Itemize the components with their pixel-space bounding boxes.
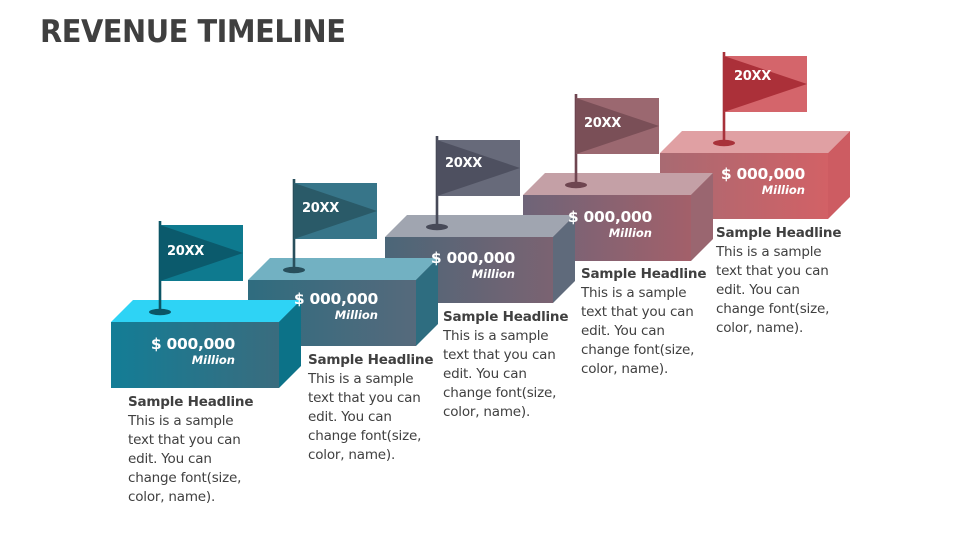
amount-unit: Million — [471, 267, 515, 281]
flag-pennant — [724, 56, 807, 112]
step-amount-2: $ 000,000 Million — [208, 290, 378, 322]
flag-pennant — [160, 225, 243, 281]
amount-unit: Million — [761, 183, 805, 197]
flag-pennant — [576, 98, 659, 154]
step-block-1 — [111, 300, 301, 388]
step-side-face — [279, 300, 301, 388]
step-top-face — [385, 215, 575, 237]
step-block-4 — [523, 173, 713, 261]
flag-year-2: 20XX — [302, 201, 339, 216]
step-block-2 — [248, 258, 438, 346]
step-headline: Sample Headline — [443, 309, 569, 325]
step-side-face — [553, 215, 575, 303]
flag-base — [713, 139, 735, 147]
step-description-2: Sample Headline This is a sample text th… — [308, 351, 438, 465]
step-top-face — [660, 131, 850, 153]
step-description-5: Sample Headline This is a sample text th… — [716, 224, 846, 338]
flag-year-5: 20XX — [734, 69, 771, 84]
amount-unit: Million — [334, 308, 378, 322]
amount-value: $ 000,000 — [293, 290, 378, 308]
flag-icon-2 — [283, 179, 377, 274]
amount-unit: Million — [608, 226, 652, 240]
step-headline: Sample Headline — [581, 266, 707, 282]
step-description-3: Sample Headline This is a sample text th… — [443, 308, 573, 422]
amount-value: $ 000,000 — [430, 249, 515, 267]
step-side-face — [691, 173, 713, 261]
step-top-face — [523, 173, 713, 195]
step-headline: Sample Headline — [716, 225, 842, 241]
flag-base — [426, 223, 448, 231]
step-top-face — [111, 300, 301, 322]
flag-base — [149, 308, 171, 316]
flag-icon-1 — [149, 221, 243, 316]
step-side-face — [828, 131, 850, 219]
step-body: This is a sample text that you can edit.… — [716, 244, 830, 336]
step-body: This is a sample text that you can edit.… — [443, 328, 557, 420]
step-amount-1: $ 000,000 Million — [65, 335, 235, 367]
step-side-face — [416, 258, 438, 346]
step-headline: Sample Headline — [308, 352, 434, 368]
flag-year-4: 20XX — [584, 116, 621, 131]
step-amount-3: $ 000,000 Million — [345, 249, 515, 281]
step-amount-5: $ 000,000 Million — [635, 165, 805, 197]
amount-value: $ 000,000 — [150, 335, 235, 353]
step-description-4: Sample Headline This is a sample text th… — [581, 265, 711, 379]
flag-year-1: 20XX — [167, 244, 204, 259]
flag-icon-4 — [565, 94, 659, 189]
step-body: This is a sample text that you can edit.… — [128, 413, 242, 505]
flag-icon-3 — [426, 136, 520, 231]
amount-value: $ 000,000 — [567, 208, 652, 226]
step-body: This is a sample text that you can edit.… — [308, 371, 422, 463]
page-title: REVENUE TIMELINE — [40, 14, 346, 50]
step-top-face — [248, 258, 438, 280]
flag-base — [283, 266, 305, 274]
amount-unit: Million — [191, 353, 235, 367]
flag-base — [565, 181, 587, 189]
flag-pennant — [437, 140, 520, 196]
step-block-5 — [660, 131, 850, 219]
amount-value: $ 000,000 — [720, 165, 805, 183]
step-front-face — [111, 322, 279, 388]
step-body: This is a sample text that you can edit.… — [581, 285, 695, 377]
flag-year-3: 20XX — [445, 156, 482, 171]
step-amount-4: $ 000,000 Million — [482, 208, 652, 240]
flag-pennant — [294, 183, 377, 239]
flag-icon-5 — [713, 52, 807, 147]
step-headline: Sample Headline — [128, 394, 254, 410]
step-description-1: Sample Headline This is a sample text th… — [128, 393, 258, 507]
step-block-3 — [385, 215, 575, 303]
